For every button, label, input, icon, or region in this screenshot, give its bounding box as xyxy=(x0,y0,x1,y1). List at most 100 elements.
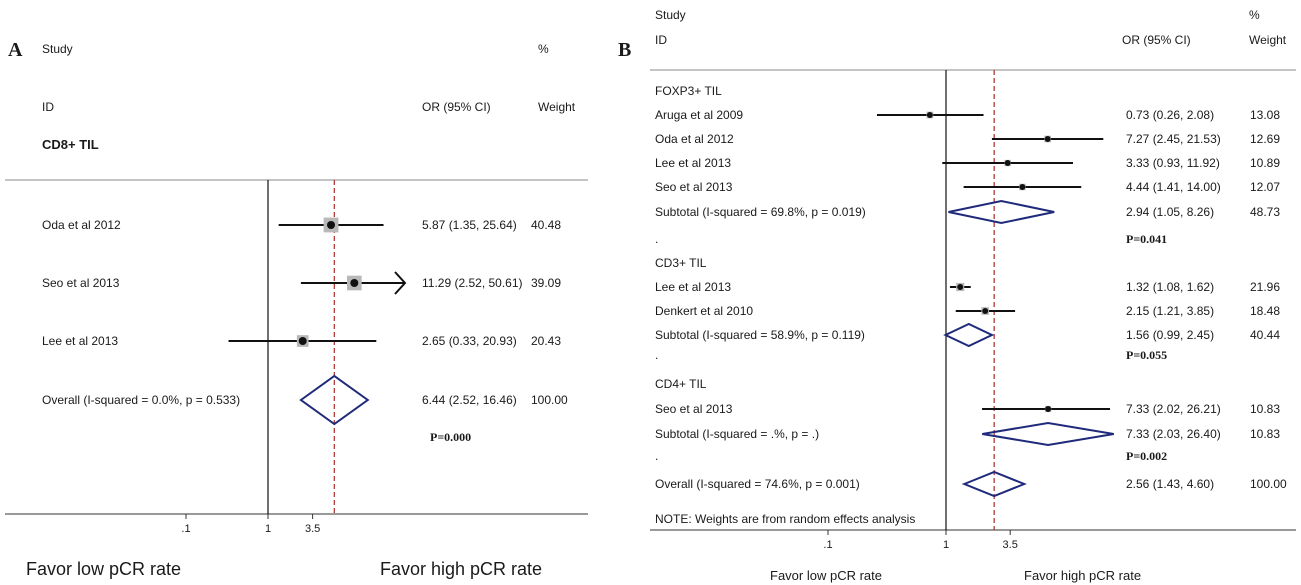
panel-a-header-or: OR (95% CI) xyxy=(422,100,491,114)
panel-a-favor-high: Favor high pCR rate xyxy=(380,559,542,579)
axis-tick-label: 3.5 xyxy=(305,523,320,535)
overall-diamond-ci-value: 6.44 (2.52, 16.46) xyxy=(422,393,517,407)
subgroup-label: CD3+ TIL xyxy=(655,256,707,270)
panel-b-favor-high: Favor high pCR rate xyxy=(1024,568,1141,583)
panel-b-dot-cd4: . xyxy=(655,449,658,463)
subtotal-diamond-label: Subtotal (I-squared = 58.9%, p = 0.119) xyxy=(655,328,865,342)
panel-a-favor-low: Favor low pCR rate xyxy=(26,559,181,579)
point-estimate xyxy=(327,221,336,229)
weight-value: 12.07 xyxy=(1250,180,1280,194)
point-estimate xyxy=(957,284,964,290)
overall-diamond-label: Overall (I-squared = 0.0%, p = 0.533) xyxy=(42,393,240,407)
panel-b-p-cd4: P=0.002 xyxy=(1126,449,1167,463)
or-ci-value: 11.29 (2.52, 50.61) xyxy=(422,276,523,290)
subtotal-diamond xyxy=(982,421,1114,447)
overall-diamond-ci-value: 2.56 (1.43, 4.60) xyxy=(1126,477,1214,491)
panel-a-header-id: ID xyxy=(42,100,54,114)
or-ci-value: 7.33 (2.02, 26.21) xyxy=(1126,402,1221,416)
or-ci-value: 7.27 (2.45, 21.53) xyxy=(1126,132,1221,146)
ci-arrow xyxy=(394,271,407,295)
study-label: Lee et al 2013 xyxy=(42,334,118,348)
panel-b-header-study: Study xyxy=(655,8,686,22)
or-ci-value: 3.33 (0.93, 11.92) xyxy=(1126,156,1220,170)
weight-value: 12.69 xyxy=(1250,132,1280,146)
axis-tick-label: 1 xyxy=(265,523,271,535)
overall-diamond-weight-value: 100.00 xyxy=(1250,477,1287,491)
subtotal-diamond-weight-value: 10.83 xyxy=(1250,427,1280,441)
panel-a-letter: A xyxy=(8,39,23,61)
panel-a-group-label: CD8+ TIL xyxy=(42,137,99,152)
overall-diamond-weight-value: 100.00 xyxy=(531,393,568,407)
panel-b-plot-area: .1 1 3.5 FOXP3+ TIL Aruga et al 2009 0.73 (0.… xyxy=(655,70,1287,551)
subtotal-diamond-ci-value: 7.33 (2.03, 26.40) xyxy=(1126,427,1221,441)
study-label: Denkert et al 2010 xyxy=(655,304,753,318)
overall-diamond xyxy=(299,374,370,426)
subtotal-diamond-weight-value: 48.73 xyxy=(1250,205,1280,219)
panel-b-p-cd3: P=0.055 xyxy=(1126,348,1167,362)
or-ci-value: 4.44 (1.41, 14.00) xyxy=(1126,180,1221,194)
panel-b-dot-foxp3: . xyxy=(655,232,658,246)
weight-value: 40.48 xyxy=(531,218,561,232)
subtotal-diamond-ci-value: 2.94 (1.05, 8.26) xyxy=(1126,205,1214,219)
panel-a-p-value: P=0.000 xyxy=(430,430,471,444)
point-estimate xyxy=(350,279,359,287)
weight-value: 39.09 xyxy=(531,276,561,290)
subtotal-diamond-label: Subtotal (I-squared = .%, p = .) xyxy=(655,427,819,441)
panel-b-header-id: ID xyxy=(655,33,667,47)
panel-a-header-pct: % xyxy=(538,42,549,56)
or-ci-value: 5.87 (1.35, 25.64) xyxy=(422,218,517,232)
subtotal-diamond-ci-value: 1.56 (0.99, 2.45) xyxy=(1126,328,1214,342)
overall-diamond-label: Overall (I-squared = 74.6%, p = 0.001) xyxy=(655,477,860,491)
axis-tick-label: 3.5 xyxy=(1003,539,1018,551)
or-ci-value: 2.15 (1.21, 3.85) xyxy=(1126,304,1214,318)
study-label: Lee et al 2013 xyxy=(655,280,731,294)
weight-value: 13.08 xyxy=(1250,108,1280,122)
point-estimate xyxy=(298,337,307,345)
panel-b-favor-low: Favor low pCR rate xyxy=(770,568,882,583)
panel-b-dot-cd3: . xyxy=(655,348,658,362)
study-label: Oda et al 2012 xyxy=(655,132,734,146)
weight-value: 18.48 xyxy=(1250,304,1280,318)
point-estimate xyxy=(982,308,989,314)
overall-diamond xyxy=(961,470,1027,498)
subtotal-diamond-label: Subtotal (I-squared = 69.8%, p = 0.019) xyxy=(655,205,866,219)
point-estimate xyxy=(1045,406,1052,412)
point-estimate xyxy=(1019,184,1026,190)
subtotal-diamond xyxy=(948,199,1055,225)
or-ci-value: 1.32 (1.08, 1.62) xyxy=(1126,280,1214,294)
weight-value: 20.43 xyxy=(531,334,561,348)
panel-a-header-weight: Weight xyxy=(538,100,576,114)
panel-a: A Study % ID OR (95% CI) Weight CD8+ TIL… xyxy=(5,39,588,579)
panel-b: B Study % ID OR (95% CI) Weight .1 1 3.5 FO… xyxy=(618,8,1296,583)
panel-b-header-pct: % xyxy=(1249,8,1260,22)
panel-b-p-foxp3: P=0.041 xyxy=(1126,232,1167,246)
study-label: Oda et al 2012 xyxy=(42,218,121,232)
panel-a-plot-area: .1 1 3.5 Oda et al 2012 5.87 (1.35, 25.64) 40… xyxy=(42,180,568,535)
study-label: Seo et al 2013 xyxy=(655,180,733,194)
weight-value: 10.83 xyxy=(1250,402,1280,416)
axis-tick-label: 1 xyxy=(943,539,949,551)
or-ci-value: 2.65 (0.33, 20.93) xyxy=(422,334,517,348)
panel-a-header-study: Study xyxy=(42,42,73,56)
panel-b-letter: B xyxy=(618,39,631,61)
panel-b-header-weight: Weight xyxy=(1249,33,1287,47)
weight-value: 10.89 xyxy=(1250,156,1280,170)
subtotal-diamond xyxy=(943,322,995,348)
point-estimate xyxy=(926,112,933,118)
point-estimate xyxy=(1044,136,1051,142)
axis-tick-label: .1 xyxy=(181,523,190,535)
or-ci-value: 0.73 (0.26, 2.08) xyxy=(1126,108,1214,122)
study-label: Seo et al 2013 xyxy=(42,276,120,290)
study-label: Lee et al 2013 xyxy=(655,156,731,170)
subgroup-label: CD4+ TIL xyxy=(655,377,707,391)
panel-b-note: NOTE: Weights are from random effects an… xyxy=(655,512,915,526)
study-label: Aruga et al 2009 xyxy=(655,108,743,122)
panel-b-header-or: OR (95% CI) xyxy=(1122,33,1191,47)
weight-value: 21.96 xyxy=(1250,280,1280,294)
subgroup-label: FOXP3+ TIL xyxy=(655,84,722,98)
study-label: Seo et al 2013 xyxy=(655,402,733,416)
point-estimate xyxy=(1004,160,1011,166)
axis-tick-label: .1 xyxy=(823,539,832,551)
subtotal-diamond-weight-value: 40.44 xyxy=(1250,328,1280,342)
